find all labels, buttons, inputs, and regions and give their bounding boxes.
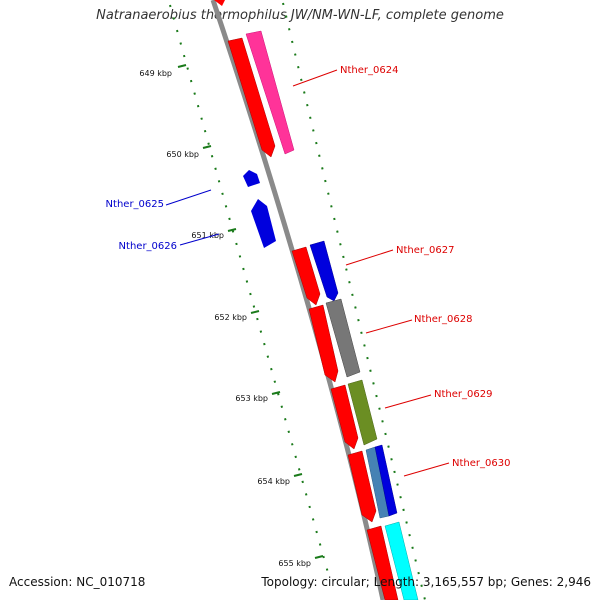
gene-nther-0630-cds[interactable] (347, 450, 377, 523)
tick-label: 655 kbp (278, 559, 311, 568)
map-title: Natranaerobius thermophilus JW/NM-WN-LF,… (96, 8, 504, 23)
gene-nther-0625-label[interactable]: Nther_0625 (106, 199, 164, 210)
gene-bottom-partial-cds[interactable] (366, 525, 399, 600)
gene-nther-0624-label[interactable]: Nther_0624 (340, 65, 398, 76)
gene-nther-0627-cog[interactable] (309, 240, 339, 302)
tick-652-kbp: 652 kbp (214, 310, 260, 322)
tick-651-kbp: 651 kbp (191, 228, 237, 240)
gene-nther-0630-label[interactable]: Nther_0630 (452, 458, 510, 469)
tick-label: 652 kbp (214, 313, 247, 322)
accession-text: Accession: NC_010718 (9, 575, 146, 589)
gene-nther-0626-leader (179, 233, 220, 246)
tick-label: 651 kbp (191, 231, 224, 240)
genome-summary-text: Topology: circular; Length: 3,165,557 bp… (261, 575, 591, 589)
gene-nther-0625[interactable] (243, 170, 260, 187)
gene-nther-0628-cds[interactable] (308, 304, 339, 383)
gene-bottom-partial-cog[interactable] (384, 521, 419, 600)
gene-nther-0624-leader (292, 69, 338, 87)
outer-tick-track (282, 2, 426, 600)
tick-649-kbp: 649 kbp (139, 64, 187, 78)
gene-nther-0629-cds[interactable] (330, 384, 359, 450)
gene-nther-0626[interactable] (251, 199, 276, 248)
tick-654-kbp: 654 kbp (257, 473, 303, 486)
gene-nther-0629-label[interactable]: Nther_0629 (434, 389, 492, 400)
gene-nther-0627-leader (345, 249, 394, 266)
genome-backbone (210, 0, 386, 600)
gene-nther-0626-label[interactable]: Nther_0626 (119, 241, 177, 252)
tick-label: 650 kbp (166, 150, 199, 159)
gene-top-partial[interactable] (214, 0, 225, 6)
tick-653-kbp: 653 kbp (235, 391, 281, 403)
gene-nther-0628-leader (365, 319, 413, 334)
tick-label: 653 kbp (235, 394, 268, 403)
gene-nther-0627-label[interactable]: Nther_0627 (396, 245, 454, 256)
tick-label: 654 kbp (257, 477, 290, 486)
gene-nther-0628-label[interactable]: Nther_0628 (414, 314, 472, 325)
tick-650-kbp: 650 kbp (166, 145, 212, 159)
gene-nther-0630-cog-2[interactable] (374, 444, 398, 517)
tick-655-kbp: 655 kbp (278, 555, 324, 568)
gene-nther-0625-leader (165, 189, 212, 206)
gene-nther-0630-leader (403, 462, 450, 477)
gene-nther-0627-cds[interactable] (291, 246, 321, 306)
tick-label: 649 kbp (139, 69, 172, 78)
gene-nther-0629-cog[interactable] (347, 379, 378, 446)
gene-nther-0624-cog[interactable] (245, 30, 295, 155)
gene-nther-0628-cog[interactable] (325, 298, 361, 378)
gene-nther-0629-leader (384, 394, 432, 409)
gene-nther-0624-cds[interactable] (227, 37, 276, 158)
